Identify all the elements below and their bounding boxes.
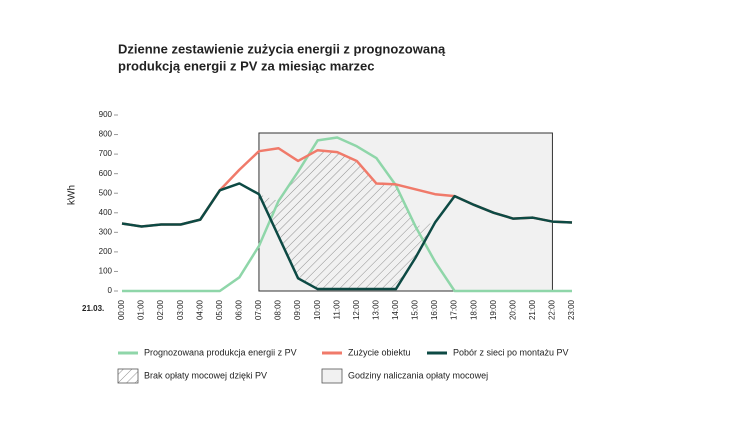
chart-title: produkcją energii z PV za miesiąc marzec [118,58,375,73]
y-tick-label: 600 [99,169,113,178]
x-tick-label: 11:00 [332,299,341,319]
legend-swatch [321,368,343,384]
y-axis-label: kWh [67,185,78,205]
x-tick-label: 14:00 [391,299,400,320]
x-tick-label: 19:00 [489,299,498,320]
y-tick-label: 0 [108,286,113,295]
y-tick-label: 100 [99,267,113,276]
legend-label: Zużycie obiektu [348,347,411,357]
x-tick-label: 08:00 [274,299,283,320]
series-line [121,182,573,291]
x-tick-label: 15:00 [411,299,420,320]
x-tick-label: 23:00 [567,299,576,320]
y-tick-label: 800 [99,130,113,139]
legend-swatch [117,368,139,384]
legend-label: Pobór z sieci po montażu PV [453,347,569,357]
x-tick-label: 18:00 [469,299,478,320]
x-tick-label: 04:00 [195,299,204,320]
y-tick-label: 300 [99,227,113,236]
x-tick-label: 22:00 [548,299,557,320]
x-tick-label: 12:00 [352,299,361,320]
y-tick-label: 200 [99,247,113,256]
x-tick-label: 07:00 [254,299,263,320]
y-tick-label: 500 [99,188,113,197]
hatched-area [258,150,455,290]
y-tick-label: 900 [99,110,113,119]
x-tick-label: 13:00 [371,299,380,320]
x-tick-label: 09:00 [293,299,302,320]
x-tick-label: 10:00 [313,299,322,320]
x-tick-label: 02:00 [156,299,165,320]
x-tick-label: 06:00 [235,299,244,320]
x-tick-label: 21:00 [528,299,537,320]
x-tick-label: 20:00 [508,299,517,320]
legend-label: Godziny naliczania opłaty mocowej [348,370,488,380]
x-tick-label: 00:00 [117,299,126,320]
x-tick-label: 17:00 [450,299,459,320]
x-tick-label: 01:00 [137,299,146,320]
x-tick-label: 05:00 [215,299,224,320]
legend-label: Prognozowana produkcja energii z PV [144,347,297,357]
x-tick-label: 16:00 [430,299,439,320]
chart-title: Dzienne zestawienie zużycia energii z pr… [118,41,446,56]
series-line [122,136,572,293]
legend-label: Brak opłaty mocowej dzięki PV [144,370,267,380]
x-tick-label: 03:00 [176,299,185,320]
date-label: 21.03. [82,304,104,313]
y-tick-label: 700 [99,149,113,158]
y-tick-label: 400 [99,208,113,217]
